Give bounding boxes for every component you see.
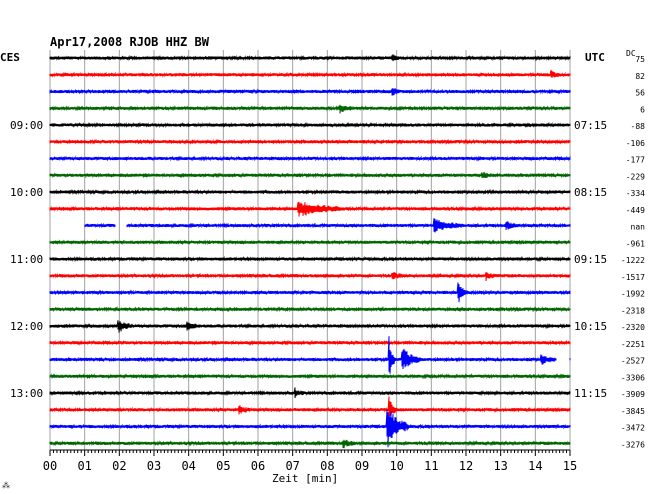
dc-offset-label: -2527 [621,357,645,366]
dc-offset-label: -3909 [621,390,645,399]
x-tick-label: 14 [528,459,542,473]
trace-18 [49,336,571,374]
trace-22 [49,409,571,448]
x-tick-label: 15 [563,459,577,473]
x-tick-label: 08 [320,459,334,473]
trace-12 [49,255,571,263]
dc-offset-label: -1992 [621,290,645,299]
right-time-label: 10:15 [574,320,607,333]
left-timezone-label: CES [0,51,20,64]
trace-19 [49,373,571,380]
trace-1 [49,69,571,78]
x-tick-label: 06 [251,459,265,473]
dc-offset-label: -1222 [621,256,645,265]
x-tick-label: 05 [216,459,230,473]
right-timezone-label: UTC [585,51,605,64]
trace-23 [49,439,571,449]
right-time-label: 09:15 [574,253,607,266]
trace-14 [49,282,571,303]
x-tick-label: 00 [43,459,57,473]
x-tick-label: 07 [285,459,299,473]
right-time-label: 07:15 [574,119,607,132]
trace-3 [49,104,571,114]
trace-13 [49,271,571,281]
dc-offset-label: -106 [626,139,645,148]
corner-mark: ⁂ [2,481,10,490]
trace-2 [49,88,571,96]
left-time-label: 12:00 [10,320,43,333]
trace-8 [49,188,571,196]
dc-offset-label: -2320 [621,323,645,332]
left-time-label: 10:00 [10,186,43,199]
time-labels: 09:00 10:00 11:00 12:00 13:00 07:15 08:15 09:15… [10,55,645,449]
dc-offset-label: -3276 [621,440,645,449]
right-time-label: 08:15 [574,186,607,199]
x-tick-label: 03 [147,459,161,473]
dc-offset-label: -1517 [621,273,645,282]
left-time-label: 13:00 [10,387,43,400]
dc-offset-label: nan [631,223,646,232]
dc-offset-label: -2318 [621,306,645,315]
dc-offset-label: 6 [640,105,645,114]
x-tick-label: 02 [112,459,126,473]
right-time-label: 11:15 [574,387,607,400]
dc-offset-label: -2251 [621,340,645,349]
station-title: Apr17,2008 RJOB HHZ BW [50,35,210,49]
trace-11 [49,239,571,246]
dc-label: DC [626,49,636,58]
trace-16 [49,320,571,333]
trace-21 [49,396,571,422]
trace-10 [84,218,571,233]
dc-offset-label: -88 [631,122,646,131]
trace-6 [49,155,571,162]
dc-offset-label: 82 [635,72,645,81]
dc-offset-label: -334 [626,189,645,198]
trace-15 [49,306,571,313]
dc-offset-label: -961 [626,239,645,248]
dc-offset-label: 56 [635,89,645,98]
x-tick-label: 09 [355,459,369,473]
trace-20 [49,387,571,399]
trace-9 [49,201,571,217]
dc-offset-label: -229 [626,172,645,181]
dc-offset-label: 75 [635,55,645,64]
dc-offset-label: -3472 [621,424,645,433]
trace-4 [49,121,571,129]
x-tick-label: 01 [77,459,91,473]
x-tick-label: 04 [181,459,195,473]
trace-0 [49,54,571,62]
trace-7 [49,171,571,179]
x-tick-label: 12 [459,459,473,473]
x-axis: 00 01 02 03 04 05 06 07 08 09 10 11 12 13 14 15 [43,449,577,473]
x-tick-label: 13 [493,459,507,473]
dc-offset-label: -177 [626,156,645,165]
minute-grid [49,50,571,450]
x-tick-label: 11 [424,459,438,473]
dc-offset-label: -3306 [621,373,645,382]
left-time-label: 11:00 [10,253,43,266]
trace-17 [49,339,571,346]
x-axis-label: Zeit [min] [272,472,338,485]
x-tick-label: 10 [389,459,403,473]
left-time-label: 09:00 [10,119,43,132]
dc-offset-label: -449 [626,206,645,215]
dc-offset-label: -3845 [621,407,645,416]
seismic-traces [49,54,571,449]
trace-5 [49,138,571,145]
